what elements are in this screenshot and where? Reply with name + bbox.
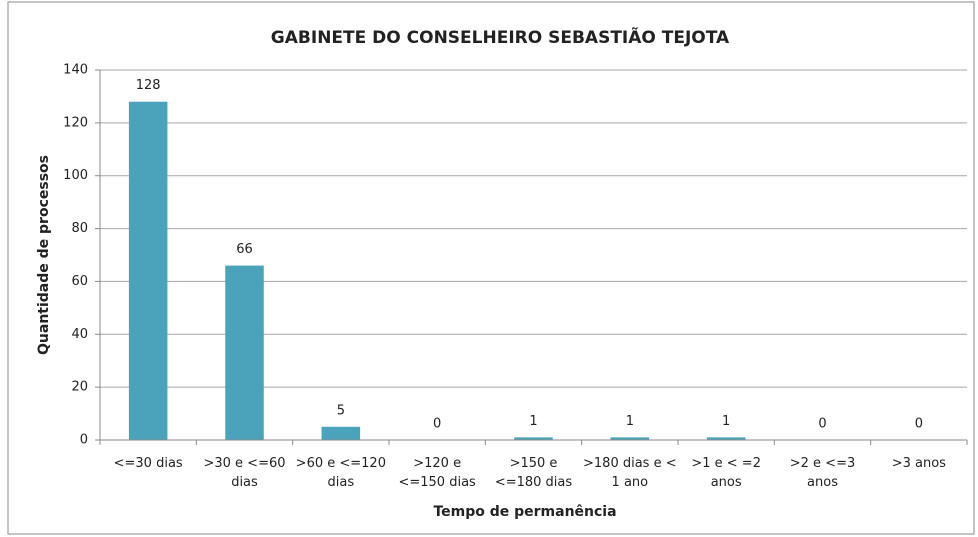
data-label: 0 [915, 417, 923, 432]
data-label: 5 [337, 403, 345, 418]
bar [225, 265, 264, 440]
x-tick-label: >120 e <=150 dias [398, 456, 476, 490]
data-label: 0 [818, 417, 826, 432]
x-tick-label: >150 e <=180 dias [494, 456, 573, 490]
data-label: 1 [529, 414, 537, 429]
x-tick-label: >1 e < =2 anos [691, 456, 761, 490]
x-tick-label: >180 dias e < 1 ano [583, 456, 677, 490]
y-tick-label: 60 [71, 274, 88, 289]
y-tick-label: 140 [63, 63, 88, 78]
data-label: 1 [722, 414, 730, 429]
y-tick-label: 80 [71, 221, 88, 236]
y-axis-label: Quantidade de processos [36, 155, 52, 355]
y-tick-label: 0 [80, 433, 88, 448]
bar [610, 437, 650, 440]
y-tick-label: 20 [71, 380, 88, 395]
x-tick-label: <=30 dias [113, 456, 183, 471]
chart-title: GABINETE DO CONSELHEIRO SEBASTIÃO TEJOTA [271, 25, 730, 48]
data-label: 128 [136, 78, 161, 93]
x-tick-label: >2 e <=3 anos [789, 456, 856, 490]
chart-border [7, 1, 975, 535]
data-label: 66 [236, 242, 253, 257]
y-tick-label: 100 [63, 168, 88, 183]
data-label: 0 [433, 417, 441, 432]
bar [128, 101, 168, 440]
bar [514, 437, 553, 440]
x-tick-label: >30 e <=60 dias [203, 456, 286, 490]
data-label: 1 [626, 414, 634, 429]
bar [706, 437, 746, 440]
y-tick-label: 40 [71, 327, 88, 342]
x-tick-label: >60 e <=120 dias [295, 456, 386, 490]
x-axis-label: Tempo de permanência [433, 504, 616, 520]
y-tick-label: 120 [63, 115, 88, 130]
bar [321, 426, 361, 440]
x-tick-label: >3 anos [891, 456, 946, 471]
